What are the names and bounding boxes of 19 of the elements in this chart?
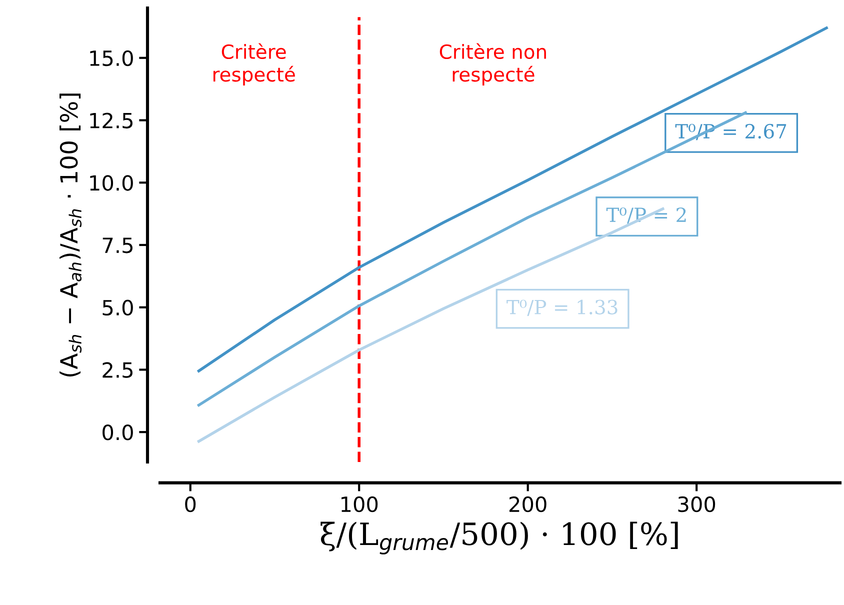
x-tick-label: 100 bbox=[342, 496, 378, 512]
series-label: T⁰/P = 2 bbox=[606, 207, 686, 224]
annotation: Critère non respecté bbox=[440, 43, 546, 86]
x-tick-label: 0 bbox=[185, 496, 196, 512]
line-series bbox=[197, 26, 828, 372]
x-axis-title: ξ/(L$_{grume}$/500) · 100 [%] bbox=[320, 522, 678, 554]
y-tick-label: 12.5 bbox=[90, 112, 132, 128]
y-tick-label: 7.5 bbox=[102, 238, 132, 254]
y-axis-title: (A$_{sh}$ − A$_{ah}$)/A$_{sh}$ · 100 [%] bbox=[60, 94, 82, 377]
y-tick-label: 5.0 bbox=[102, 300, 133, 316]
y-tick-label: 10.0 bbox=[90, 175, 133, 191]
x-tick-label: 300 bbox=[678, 496, 716, 512]
series-label: T⁰/P = 1.33 bbox=[506, 300, 618, 316]
y-tick-label: 2.5 bbox=[102, 362, 132, 378]
x-tick-label: 200 bbox=[509, 496, 546, 512]
y-tick-label: 15.0 bbox=[90, 50, 133, 66]
line-series bbox=[197, 111, 747, 407]
y-tick-label: 0.0 bbox=[102, 424, 133, 440]
annotation: Critère respecté bbox=[213, 43, 295, 86]
